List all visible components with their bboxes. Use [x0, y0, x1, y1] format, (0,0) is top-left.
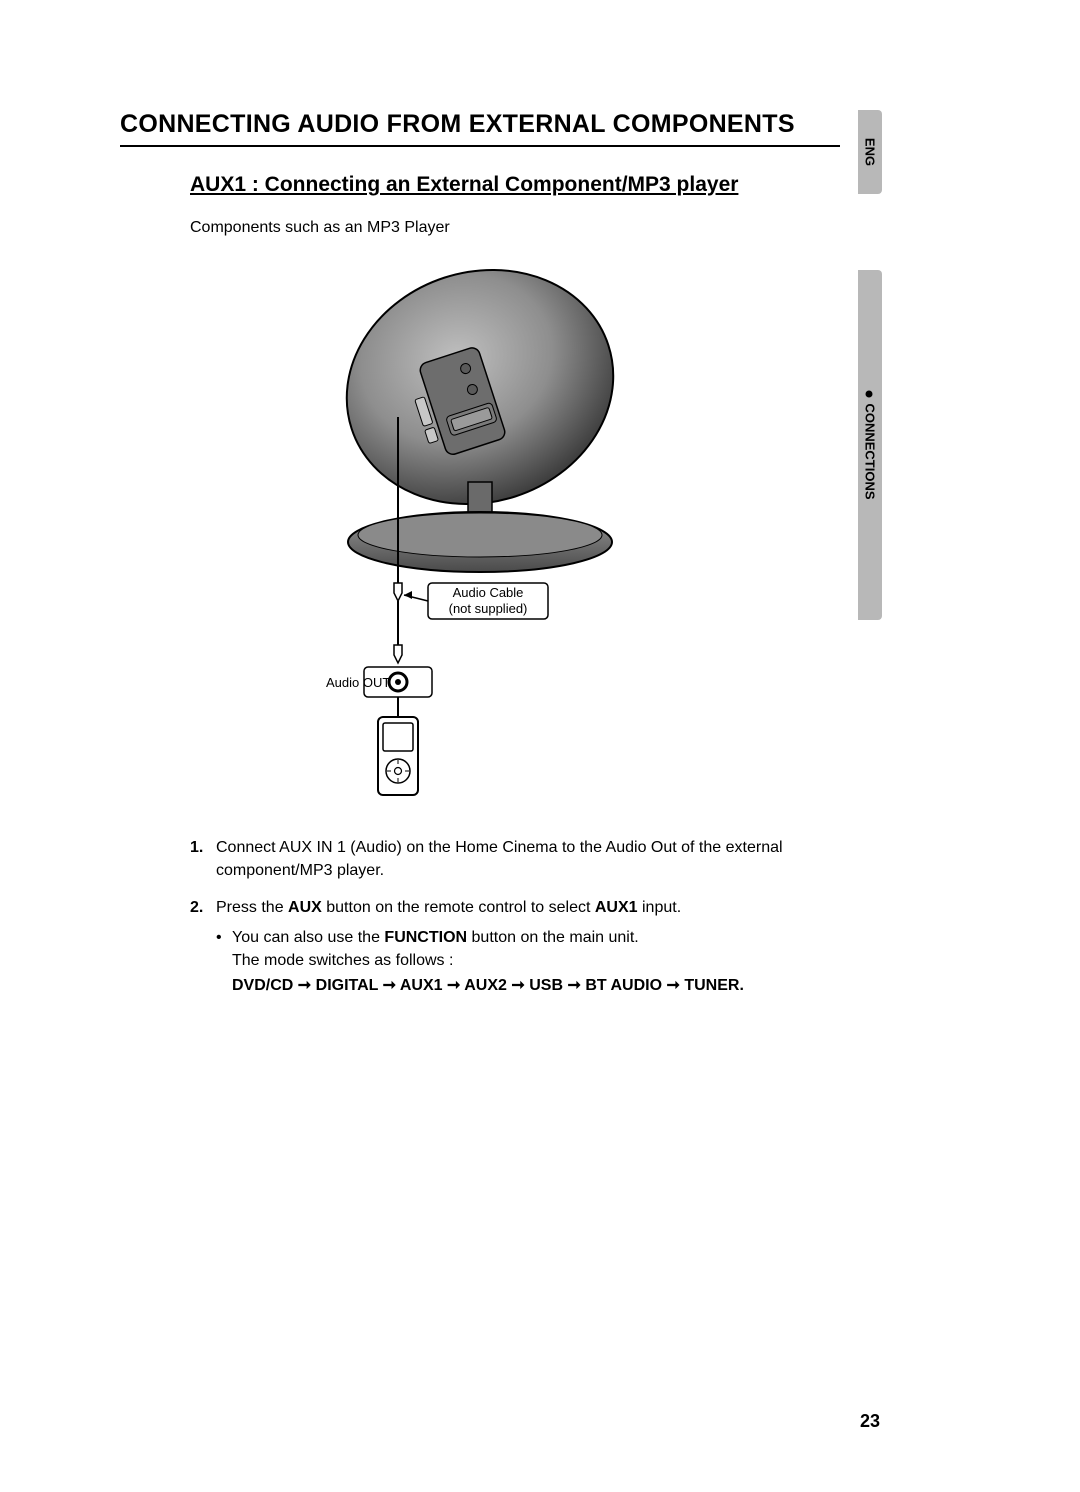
step-2-text: Press the AUX button on the remote contr…: [216, 899, 681, 916]
section-tab-label: CONNECTIONS: [863, 390, 878, 499]
mode-sequence: DVD/CD ➞ DIGITAL ➞ AUX1 ➞ AUX2 ➞ USB ➞ B…: [216, 974, 840, 997]
page-subtitle: AUX1 : Connecting an External Component/…: [190, 173, 840, 197]
step-2-sub: You can also use the FUNCTION button on …: [216, 926, 840, 972]
instruction-steps: 1. Connect AUX IN 1 (Audio) on the Home …: [190, 836, 840, 997]
connection-figure: Audio Cable (not supplied): [120, 247, 840, 812]
page-number: 23: [860, 1411, 880, 1432]
step-2-sub-line: You can also use the FUNCTION button on …: [232, 926, 840, 949]
cable-label-l2: (not supplied): [449, 601, 528, 616]
step-2-body: Press the AUX button on the remote contr…: [216, 896, 840, 997]
callout-audio-cable: Audio Cable (not supplied): [404, 583, 548, 619]
step-2-sub-cont: The mode switches as follows :: [232, 949, 840, 972]
page-title: CONNECTING AUDIO FROM EXTERNAL COMPONENT…: [120, 110, 840, 147]
lang-tab-label: ENG: [863, 138, 878, 166]
cable-label-l1: Audio Cable: [453, 585, 524, 600]
lang-tab: ENG: [858, 110, 882, 194]
step-2-number: 2.: [190, 896, 216, 997]
step-1-text: Connect AUX IN 1 (Audio) on the Home Cin…: [216, 836, 840, 882]
step-1-number: 1.: [190, 836, 216, 882]
section-tab: CONNECTIONS: [858, 270, 882, 620]
step-2: 2. Press the AUX button on the remote co…: [190, 896, 840, 997]
mp3-player-icon: [378, 717, 418, 795]
connection-svg: Audio Cable (not supplied): [270, 247, 690, 807]
step-1: 1. Connect AUX IN 1 (Audio) on the Home …: [190, 836, 840, 882]
intro-text: Components such as an MP3 Player: [190, 219, 840, 237]
port-label-text: Audio OUT: [326, 675, 390, 690]
